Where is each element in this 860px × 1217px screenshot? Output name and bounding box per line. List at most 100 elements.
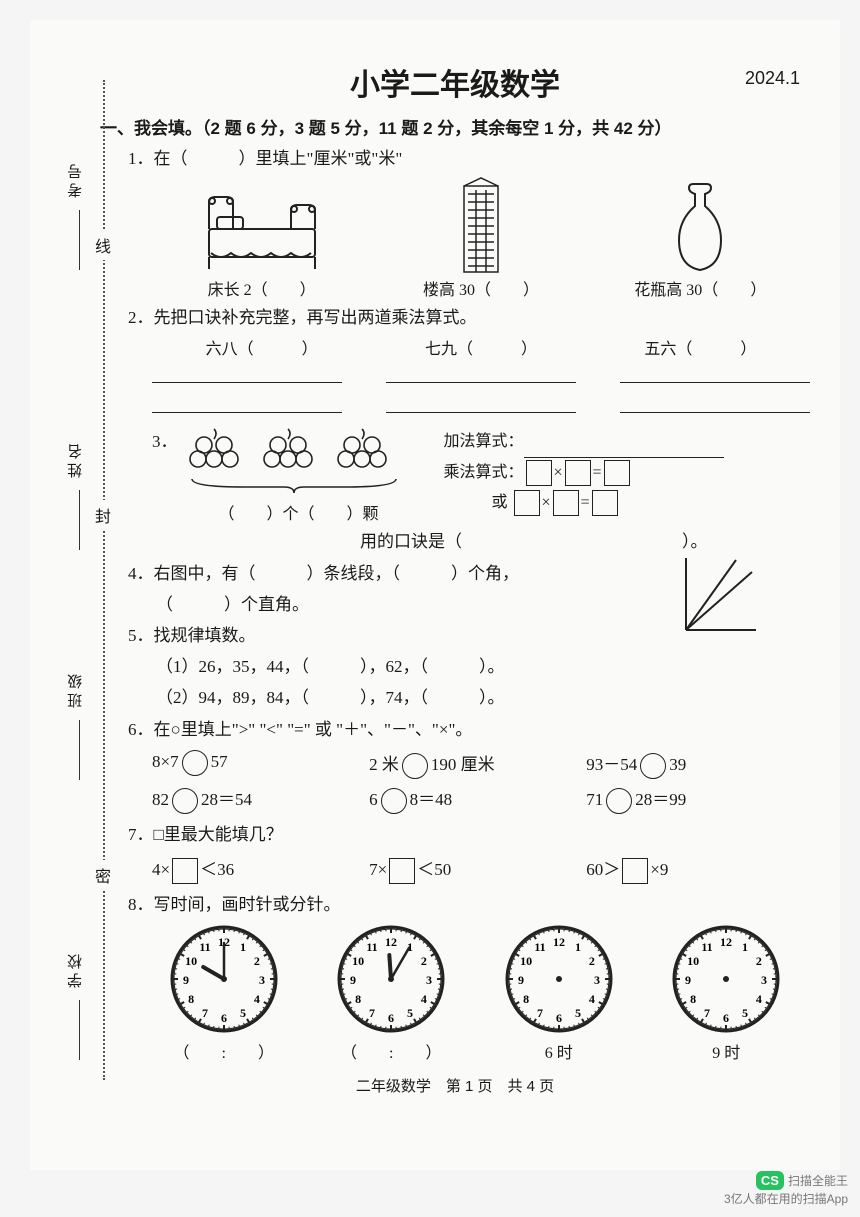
grape-icon [184,427,244,479]
svg-text:4: 4 [589,992,595,1006]
q7-cell: 7×＜50 [369,855,586,884]
q2-blanks-row1 [152,363,810,383]
bed-icon [152,176,371,276]
svg-text:12: 12 [385,935,397,949]
svg-text:8: 8 [690,992,696,1006]
q1-label-building: 楼高 30（ ） [371,276,590,300]
svg-text:2: 2 [589,954,595,968]
q6-cell: 7128＝99 [586,785,803,814]
binding-char-feng: 封 [95,500,111,530]
q7-cell: 60＞×9 [586,855,803,884]
binding-char-xian: 线 [95,230,111,260]
binding-char-mi: 密 [95,860,111,890]
svg-text:9: 9 [183,973,189,987]
q6-cell: 8228＝54 [152,785,369,814]
svg-text:8: 8 [523,992,529,1006]
svg-text:11: 11 [534,940,545,954]
clock-label: （ : ） [336,1039,446,1063]
svg-text:1: 1 [742,940,748,954]
clock-label: （ : ） [169,1039,279,1063]
svg-text:7: 7 [202,1006,208,1020]
binding-label-examno: 考号 [65,160,86,198]
svg-text:11: 11 [199,940,210,954]
svg-text:7: 7 [537,1006,543,1020]
watermark-tagline: 3亿人都在用的扫描App [724,1190,848,1207]
q2-item-3: 五六（ ） [591,335,810,359]
clocks-row: 123456789101112 （ : ） 123456789101112 （ … [140,924,810,1063]
q1-images: 床长 2（ ） 楼高 30（ ） [152,176,810,300]
exam-date: 2024.1 [745,68,800,89]
svg-text:6: 6 [723,1011,729,1025]
q1-prompt: 1．在（ ）里填上"厘米"或"米" [128,145,810,172]
svg-text:7: 7 [704,1006,710,1020]
q7-prompt: 7．□里最大能填几？ [128,821,810,848]
q5-line1: （1）26，35，44，（ ），62，（ ）。 [156,653,810,680]
clock-label: 6 时 [504,1039,614,1063]
q7-grid: 4×＜36 7×＜50 60＞×9 [152,852,810,887]
svg-text:5: 5 [575,1006,581,1020]
svg-text:6: 6 [388,1011,394,1025]
clock: 123456789101112 6 时 [504,924,614,1063]
watermark-brand: 扫描全能王 [788,1174,848,1188]
svg-text:3: 3 [594,973,600,987]
svg-text:3: 3 [259,973,265,987]
svg-text:5: 5 [742,1006,748,1020]
q3-row: 3． （ ）个（ ）颗 加法 [152,427,810,524]
q5-line2: （2）94，89，84，（ ），74，（ ）。 [156,684,810,711]
clock-label: 9 时 [671,1039,781,1063]
q6-prompt: 6．在○里填上">" "<" "=" 或 "＋"、"－"、"×"。 [128,716,810,743]
svg-text:10: 10 [352,954,364,968]
svg-text:4: 4 [254,992,260,1006]
svg-text:3: 3 [761,973,767,987]
svg-text:2: 2 [421,954,427,968]
q1-label-bed: 床长 2（ ） [152,276,371,300]
clock: 123456789101112 9 时 [671,924,781,1063]
q6-cell: 2 米190 厘米 [369,750,586,779]
svg-text:11: 11 [702,940,713,954]
q2-item-1: 六八（ ） [152,335,371,359]
brace-icon [184,477,404,495]
svg-text:1: 1 [240,940,246,954]
svg-text:3: 3 [426,973,432,987]
svg-text:10: 10 [687,954,699,968]
svg-text:5: 5 [407,1006,413,1020]
svg-text:10: 10 [520,954,532,968]
building-icon [371,176,590,276]
q3-or: 或 ×= [444,488,724,518]
q2-prompt: 2．先把口诀补充完整，再写出两道乘法算式。 [128,304,810,331]
binding-label-class: 班级 [65,670,86,708]
svg-text:4: 4 [421,992,427,1006]
svg-text:12: 12 [553,935,565,949]
clock-icon: 123456789101112 [504,924,614,1034]
svg-text:5: 5 [240,1006,246,1020]
vase-icon [591,176,810,276]
clock-icon: 123456789101112 [336,924,446,1034]
page-title: 小学二年级数学 2024.1 [100,60,810,104]
q1-label-vase: 花瓶高 30（ ） [591,276,810,300]
watermark-badge: CS [756,1171,784,1190]
svg-text:8: 8 [188,992,194,1006]
q6-cell: 93－5439 [586,750,803,779]
q3-add: 加法算式： [444,427,724,457]
q2-blanks-row2 [152,393,810,413]
q3-count-label: （ ）个（ ）颗 [184,500,414,524]
svg-text:2: 2 [756,954,762,968]
q8-prompt: 8．写时间，画时针或分针。 [128,891,810,918]
svg-text:12: 12 [720,935,732,949]
q3-mul: 乘法算式：×= [444,458,724,488]
grapes-group [184,427,414,479]
svg-text:9: 9 [685,973,691,987]
page-footer: 二年级数学 第 1 页 共 4 页 [100,1075,810,1096]
svg-text:6: 6 [556,1011,562,1025]
clock: 123456789101112 （ : ） [169,924,279,1063]
title-text: 小学二年级数学 [350,69,560,102]
svg-text:8: 8 [355,992,361,1006]
clock: 123456789101112 （ : ） [336,924,446,1063]
binding-label-school: 学校 [65,950,86,988]
q6-cell: 68＝48 [369,785,586,814]
q2-item-2: 七九（ ） [371,335,590,359]
svg-text:10: 10 [185,954,197,968]
svg-text:1: 1 [575,940,581,954]
scanner-watermark: CS 扫描全能王 3亿人都在用的扫描App [724,1171,848,1207]
clock-icon: 123456789101112 [671,924,781,1034]
